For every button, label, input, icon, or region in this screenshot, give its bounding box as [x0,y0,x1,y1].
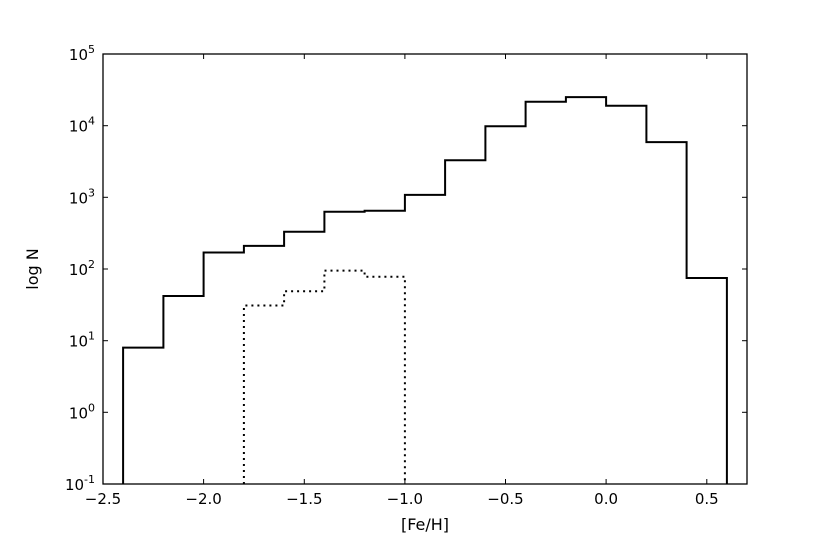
x-tick-label: −1.0 [387,490,423,508]
x-tick-label: −2.0 [185,490,221,508]
x-axis-label: [Fe/H] [401,515,449,534]
y-tick-label: 10-1 [65,473,95,494]
plot-frame [102,53,748,485]
y-tick-label: 103 [69,186,95,207]
x-tick-label: −0.5 [487,490,523,508]
y-axis-label: log N [23,248,42,289]
y-tick-label: 101 [69,330,95,351]
x-tick-label: 0.0 [594,490,618,508]
y-tick-label: 102 [69,258,95,279]
x-tick-label: −1.5 [286,490,322,508]
x-tick-label: 0.5 [695,490,719,508]
y-tick-label: 100 [69,401,95,422]
histogram-solid-series [122,96,728,484]
histogram-dotted-series [242,269,406,484]
y-tick-label: 104 [69,115,95,136]
x-tick-label: −2.5 [85,490,121,508]
y-tick-label: 105 [69,43,95,64]
